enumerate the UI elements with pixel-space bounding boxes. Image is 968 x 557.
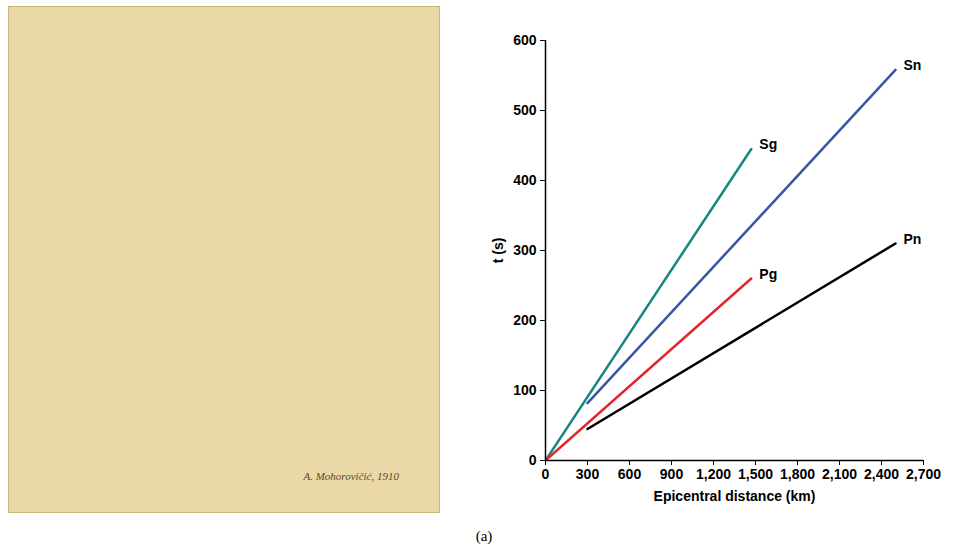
svg-text:Pn: Pn xyxy=(904,231,922,247)
html-text:A. Mohorovičić, 1910: A. Mohorovičić, 1910 xyxy=(303,470,399,482)
svg-text:100: 100 xyxy=(513,382,537,398)
svg-text:600: 600 xyxy=(618,466,642,482)
svg-text:500: 500 xyxy=(513,102,537,118)
svg-text:600: 600 xyxy=(513,32,537,48)
svg-text:400: 400 xyxy=(513,172,537,188)
svg-text:2,700: 2,700 xyxy=(906,466,941,482)
svg-text:1,500: 1,500 xyxy=(738,466,773,482)
svg-text:Sn: Sn xyxy=(904,57,922,73)
svg-text:200: 200 xyxy=(513,312,537,328)
svg-text:t (s): t (s) xyxy=(490,238,506,264)
svg-text:2,100: 2,100 xyxy=(822,466,857,482)
svg-text:0: 0 xyxy=(529,452,537,468)
svg-text:Sg: Sg xyxy=(759,136,777,152)
svg-text:2,400: 2,400 xyxy=(864,466,899,482)
html-text:(a): (a) xyxy=(475,528,493,544)
svg-text:0: 0 xyxy=(542,466,550,482)
svg-text:Epicentral distance (km): Epicentral distance (km) xyxy=(654,488,816,504)
svg-text:1,200: 1,200 xyxy=(696,466,731,482)
svg-text:1,800: 1,800 xyxy=(780,466,815,482)
svg-text:900: 900 xyxy=(660,466,684,482)
svg-text:300: 300 xyxy=(576,466,600,482)
svg-text:Pg: Pg xyxy=(759,266,777,282)
svg-text:300: 300 xyxy=(513,242,537,258)
